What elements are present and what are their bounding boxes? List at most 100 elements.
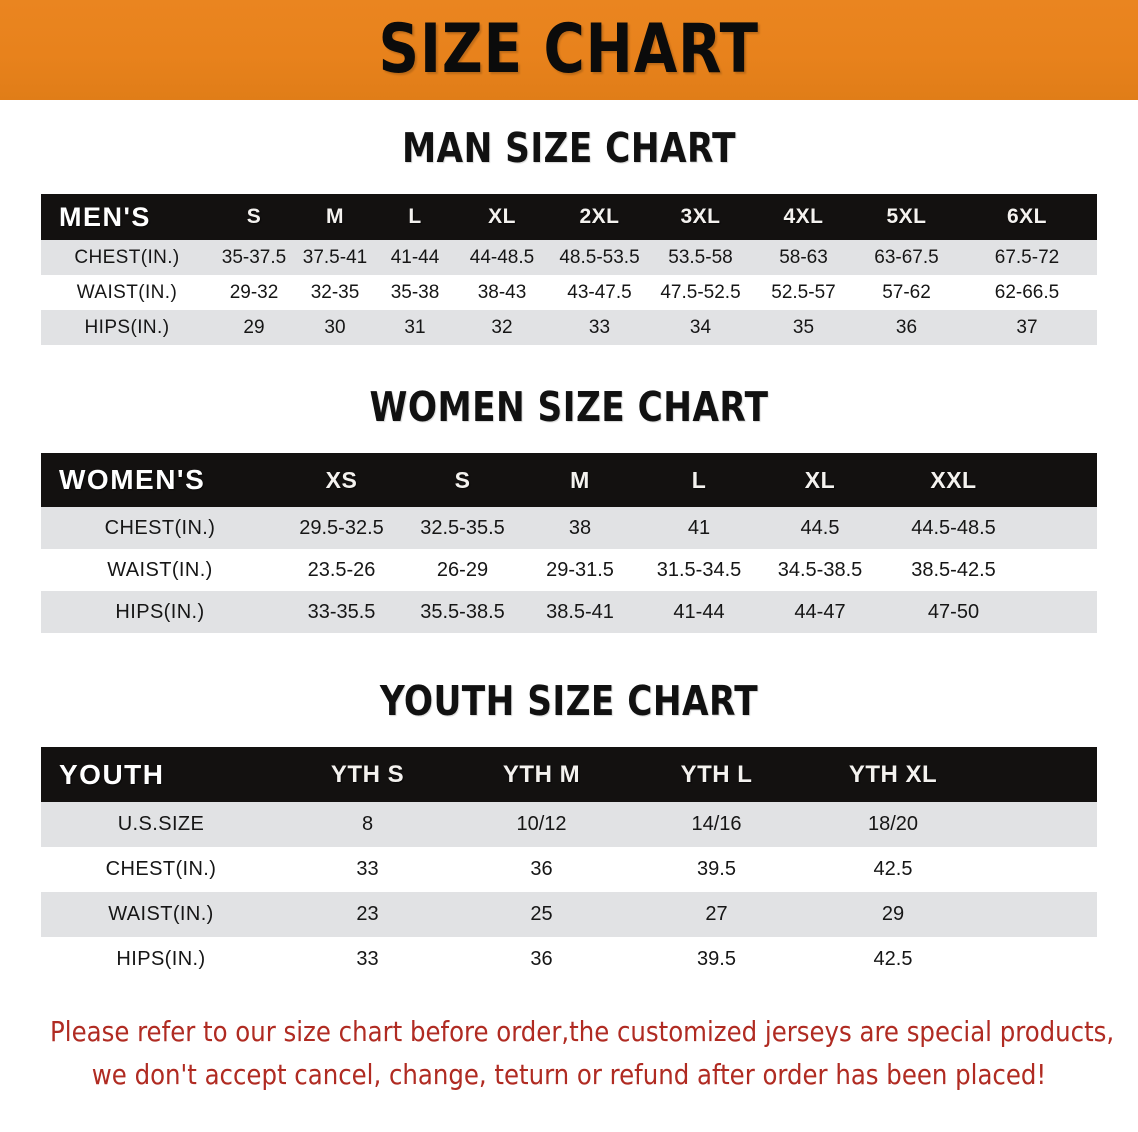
youth-col-header-s: YTH S (281, 747, 454, 802)
man-waist-s: 29-32 (213, 275, 295, 310)
youth-ussize-xl: 18/20 (804, 802, 982, 847)
table-row: WAIST(IN.) 23 25 27 29 (41, 892, 1097, 937)
table-row: U.S.SIZE 8 10/12 14/16 18/20 (41, 802, 1097, 847)
women-waist-xs: 23.5-26 (279, 549, 404, 591)
man-waist-l: 35-38 (375, 275, 455, 310)
man-chest-l: 41-44 (375, 240, 455, 275)
women-chest-l: 41 (639, 507, 759, 549)
women-col-header-xxl: XXL (881, 453, 1026, 507)
women-header-row: WOMEN'S XS S M L XL XXL (41, 453, 1097, 507)
women-chest-s: 32.5-35.5 (404, 507, 521, 549)
man-hips-5xl: 36 (856, 310, 957, 345)
man-hips-xl: 32 (455, 310, 549, 345)
disclaimer-line-2: we don't accept cancel, change, teturn o… (91, 1058, 1047, 1092)
women-waist-spacer (1026, 549, 1097, 591)
women-col-header-l: L (639, 453, 759, 507)
women-hips-xxl: 47-50 (881, 591, 1026, 633)
man-hips-s: 29 (213, 310, 295, 345)
man-waist-6xl: 62-66.5 (957, 275, 1097, 310)
youth-col-header-xl: YTH XL (804, 747, 982, 802)
man-col-header-m: M (295, 194, 375, 240)
youth-chest-m: 36 (454, 847, 629, 892)
man-section-title: MAN SIZE CHART (401, 124, 737, 172)
man-chest-4xl: 58-63 (751, 240, 856, 275)
man-size-table: MEN'S S M L XL 2XL 3XL 4XL 5XL 6XL CHEST… (41, 194, 1097, 345)
man-hips-6xl: 37 (957, 310, 1097, 345)
man-col-header-l: L (375, 194, 455, 240)
man-waist-4xl: 52.5-57 (751, 275, 856, 310)
youth-hips-l: 39.5 (629, 937, 804, 982)
youth-chest-spacer (982, 847, 1097, 892)
youth-ussize-s: 8 (281, 802, 454, 847)
women-waist-m: 29-31.5 (521, 549, 639, 591)
youth-row-label-chest: CHEST(IN.) (41, 847, 281, 892)
man-chest-s: 35-37.5 (213, 240, 295, 275)
youth-chest-xl: 42.5 (804, 847, 982, 892)
man-waist-xl: 38-43 (455, 275, 549, 310)
size-chart-banner: SIZE CHART (0, 0, 1138, 100)
man-hips-m: 30 (295, 310, 375, 345)
youth-hips-xl: 42.5 (804, 937, 982, 982)
man-waist-5xl: 57-62 (856, 275, 957, 310)
man-col-header-3xl: 3XL (650, 194, 751, 240)
youth-size-table: YOUTH YTH S YTH M YTH L YTH XL U.S.SIZE … (41, 747, 1097, 982)
man-row-label-header: MEN'S (41, 194, 213, 240)
women-row-label-header: WOMEN'S (41, 453, 279, 507)
man-row-label-chest: CHEST(IN.) (41, 240, 213, 275)
man-chest-6xl: 67.5-72 (957, 240, 1097, 275)
table-row: WAIST(IN.) 23.5-26 26-29 29-31.5 31.5-34… (41, 549, 1097, 591)
youth-section-title: YOUTH SIZE CHART (379, 677, 759, 725)
man-col-header-s: S (213, 194, 295, 240)
youth-chest-l: 39.5 (629, 847, 804, 892)
man-col-header-4xl: 4XL (751, 194, 856, 240)
women-chest-xl: 44.5 (759, 507, 881, 549)
women-hips-spacer (1026, 591, 1097, 633)
youth-row-label-waist: WAIST(IN.) (41, 892, 281, 937)
table-row: HIPS(IN.) 29 30 31 32 33 34 35 36 37 (41, 310, 1097, 345)
youth-ussize-m: 10/12 (454, 802, 629, 847)
women-section-title: WOMEN SIZE CHART (369, 383, 769, 431)
youth-hips-m: 36 (454, 937, 629, 982)
women-waist-xl: 34.5-38.5 (759, 549, 881, 591)
women-hips-xl: 44-47 (759, 591, 881, 633)
women-waist-s: 26-29 (404, 549, 521, 591)
table-row: CHEST(IN.) 33 36 39.5 42.5 (41, 847, 1097, 892)
man-waist-2xl: 43-47.5 (549, 275, 650, 310)
youth-waist-xl: 29 (804, 892, 982, 937)
return-policy-disclaimer: Please refer to our size chart before or… (50, 1010, 1114, 1097)
table-row: WAIST(IN.) 29-32 32-35 35-38 38-43 43-47… (41, 275, 1097, 310)
man-hips-l: 31 (375, 310, 455, 345)
women-size-table: WOMEN'S XS S M L XL XXL CHEST(IN.) 29.5-… (41, 453, 1097, 633)
table-row: CHEST(IN.) 35-37.5 37.5-41 41-44 44-48.5… (41, 240, 1097, 275)
man-col-header-xl: XL (455, 194, 549, 240)
youth-row-label-header: YOUTH (41, 747, 281, 802)
women-row-label-hips: HIPS(IN.) (41, 591, 279, 633)
man-hips-3xl: 34 (650, 310, 751, 345)
youth-ussize-l: 14/16 (629, 802, 804, 847)
youth-chest-s: 33 (281, 847, 454, 892)
women-row-label-waist: WAIST(IN.) (41, 549, 279, 591)
man-hips-2xl: 33 (549, 310, 650, 345)
women-waist-xxl: 38.5-42.5 (881, 549, 1026, 591)
man-row-label-hips: HIPS(IN.) (41, 310, 213, 345)
women-header-spacer (1026, 453, 1097, 507)
women-col-header-s: S (404, 453, 521, 507)
man-waist-m: 32-35 (295, 275, 375, 310)
women-hips-m: 38.5-41 (521, 591, 639, 633)
women-col-header-m: M (521, 453, 639, 507)
man-row-label-waist: WAIST(IN.) (41, 275, 213, 310)
youth-hips-spacer (982, 937, 1097, 982)
banner-title: SIZE CHART (378, 10, 760, 89)
youth-waist-l: 27 (629, 892, 804, 937)
youth-hips-s: 33 (281, 937, 454, 982)
youth-row-label-hips: HIPS(IN.) (41, 937, 281, 982)
youth-header-spacer (982, 747, 1097, 802)
women-chest-xs: 29.5-32.5 (279, 507, 404, 549)
man-col-header-5xl: 5XL (856, 194, 957, 240)
table-row: HIPS(IN.) 33-35.5 35.5-38.5 38.5-41 41-4… (41, 591, 1097, 633)
women-col-header-xs: XS (279, 453, 404, 507)
youth-col-header-l: YTH L (629, 747, 804, 802)
youth-col-header-m: YTH M (454, 747, 629, 802)
youth-row-label-ussize: U.S.SIZE (41, 802, 281, 847)
women-chest-xxl: 44.5-48.5 (881, 507, 1026, 549)
